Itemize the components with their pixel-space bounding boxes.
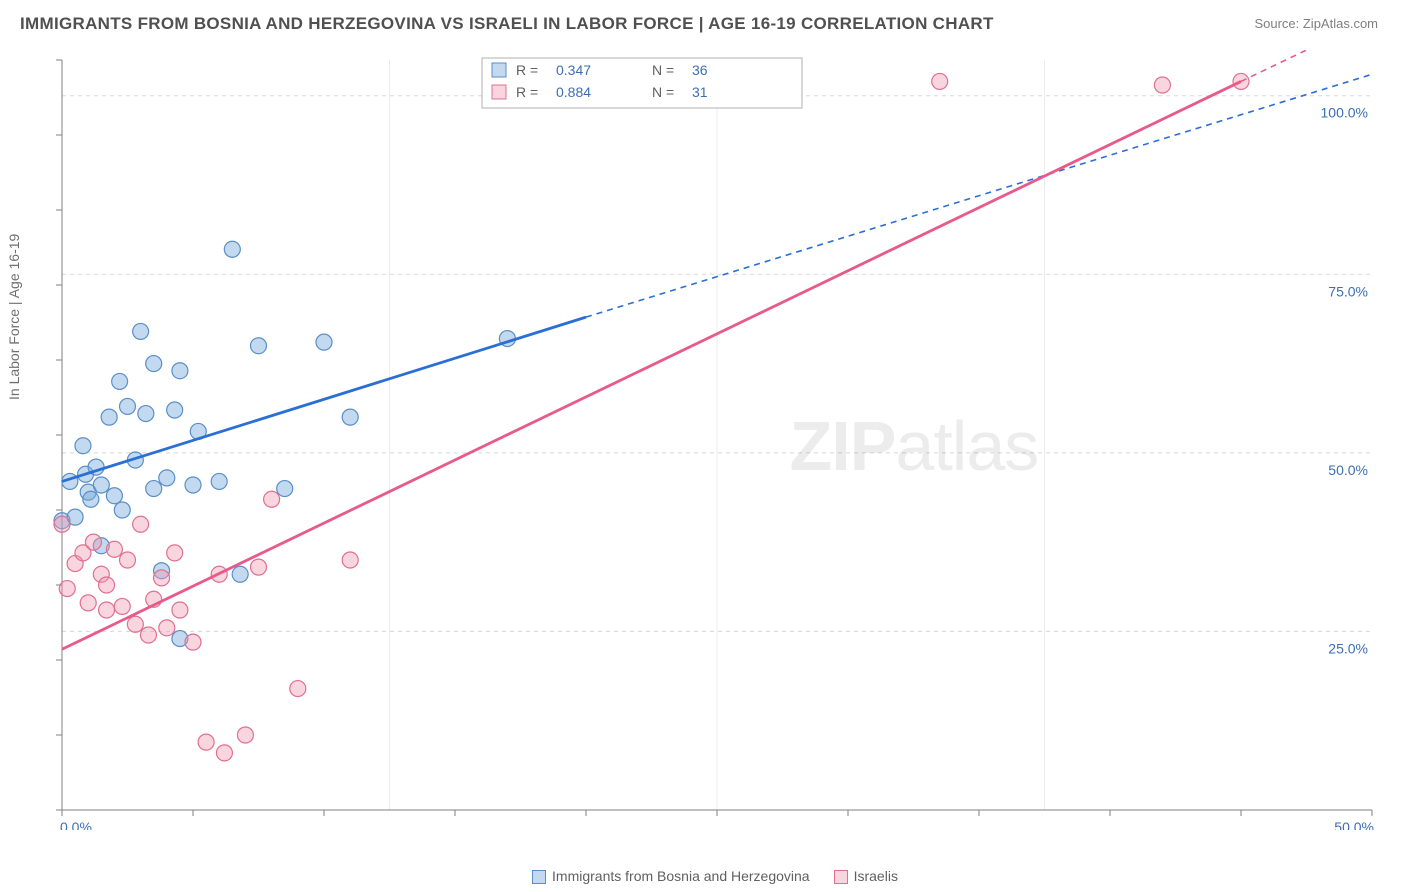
scatter-chart: 25.0% 50.0% 75.0% 100.0% 0.0% 50.0% R = 0.347 N … <box>52 50 1382 830</box>
svg-text:36: 36 <box>692 62 708 78</box>
svg-text:100.0%: 100.0% <box>1321 105 1368 121</box>
svg-text:25.0%: 25.0% <box>1328 640 1368 656</box>
legend-label: Immigrants from Bosnia and Herzegovina <box>552 868 810 884</box>
svg-text:75.0%: 75.0% <box>1328 283 1368 299</box>
chart-title: IMMIGRANTS FROM BOSNIA AND HERZEGOVINA V… <box>20 14 994 34</box>
svg-text:R =: R = <box>516 62 538 78</box>
legend-swatch <box>532 870 546 884</box>
y-axis-label: In Labor Force | Age 16-19 <box>6 234 22 400</box>
legend-swatch <box>834 870 848 884</box>
svg-text:50.0%: 50.0% <box>1334 819 1374 830</box>
svg-text:N =: N = <box>652 84 674 100</box>
chart-area: 25.0% 50.0% 75.0% 100.0% 0.0% 50.0% R = 0.347 N … <box>52 50 1382 830</box>
svg-text:N =: N = <box>652 62 674 78</box>
svg-text:31: 31 <box>692 84 708 100</box>
svg-text:R =: R = <box>516 84 538 100</box>
bottom-legend: Immigrants from Bosnia and Herzegovina Is… <box>0 868 1406 884</box>
svg-text:0.0%: 0.0% <box>60 819 92 830</box>
svg-text:0.884: 0.884 <box>556 84 591 100</box>
legend-label: Israelis <box>854 868 898 884</box>
svg-text:0.347: 0.347 <box>556 62 591 78</box>
svg-text:50.0%: 50.0% <box>1328 462 1368 478</box>
source-attribution: Source: ZipAtlas.com <box>1254 16 1378 31</box>
